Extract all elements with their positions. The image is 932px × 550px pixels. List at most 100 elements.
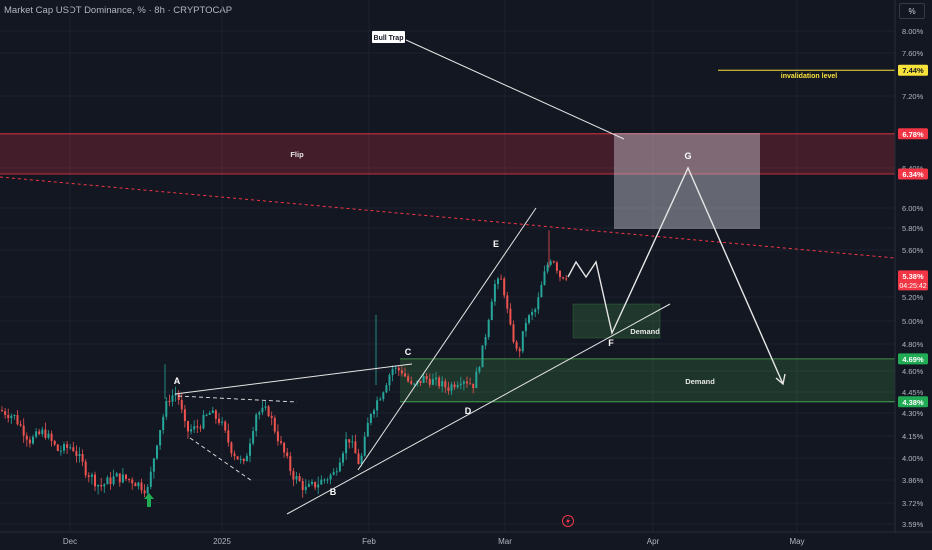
candle-body [518, 348, 521, 352]
candle-body [376, 400, 379, 411]
candle-body [224, 421, 227, 431]
candle [320, 475, 323, 485]
y-tick-label: 4.80% [902, 340, 924, 349]
candle-body [283, 442, 286, 453]
candle-body [345, 439, 348, 454]
candle-body [280, 441, 282, 443]
candle [143, 484, 146, 498]
price-tag-bg [898, 64, 928, 76]
candle-body [10, 415, 13, 419]
candle [221, 417, 224, 426]
y-tick-label: 5.00% [902, 317, 924, 326]
candle [450, 382, 453, 396]
y-tick-label: 3.59% [902, 520, 924, 529]
candle [252, 426, 255, 446]
candle [469, 377, 472, 385]
candle-body [360, 455, 363, 465]
candle-body [112, 476, 115, 485]
candle [366, 417, 369, 437]
candle-body [187, 421, 189, 432]
candle-body [252, 431, 255, 444]
candle [134, 481, 137, 487]
candle [410, 376, 413, 386]
demand-zone-label: Demand [685, 377, 715, 386]
candle [385, 383, 388, 394]
candle [81, 449, 84, 467]
candle-body [1, 410, 3, 412]
candle-body [35, 431, 38, 437]
x-tick-label: Dec [63, 537, 77, 546]
candle [211, 406, 214, 414]
candle-body [524, 322, 527, 332]
candle-body [410, 381, 413, 384]
dashed-trendline [0, 176, 896, 259]
candle [255, 412, 258, 437]
candle-body [549, 261, 552, 265]
percent-scale-button[interactable]: % [899, 3, 925, 19]
candle-body [332, 472, 335, 475]
candle [137, 481, 140, 490]
candle [555, 260, 558, 274]
wave-label-c: C [405, 347, 412, 357]
candle-body [174, 393, 177, 396]
candle-body [348, 439, 351, 443]
candle-body [307, 483, 310, 487]
candle-body [487, 319, 490, 338]
price-tag-value: 5.38% [902, 272, 924, 281]
candle [84, 459, 87, 479]
candle-body [140, 482, 143, 491]
candle [72, 441, 75, 453]
candle [276, 424, 279, 446]
wave-label-a: A [174, 376, 181, 386]
candle-body [193, 426, 196, 430]
candle-body [391, 368, 394, 376]
candle-body [481, 345, 484, 368]
candle-body [115, 473, 118, 477]
candle-body [16, 414, 19, 425]
candle-body [484, 337, 487, 346]
price-tag: 4.69% [898, 353, 928, 365]
candle-body [202, 414, 205, 429]
candle-body [438, 377, 441, 387]
candle-body [100, 485, 103, 487]
invalidation-label: invalidation level [781, 73, 837, 80]
candle-body [512, 324, 515, 342]
candle [199, 424, 202, 432]
candle-body [258, 412, 261, 415]
candle-body [156, 445, 158, 459]
candle [357, 448, 360, 465]
wedge-lower-dashed [189, 437, 253, 482]
channel-upper-line [357, 207, 537, 471]
candle [435, 372, 437, 386]
y-tick-label: 3.86% [902, 476, 924, 485]
candle-body [125, 474, 127, 479]
candle-body [382, 392, 385, 400]
candle-body [338, 462, 341, 472]
candle [546, 262, 549, 274]
candle [295, 471, 298, 484]
lightning-icon [562, 515, 574, 527]
candle [47, 430, 50, 440]
triangle-upper-line [174, 363, 413, 395]
y-tick-label: 4.45% [902, 388, 924, 397]
candle [258, 410, 261, 420]
candle [202, 410, 205, 430]
candle-body [497, 278, 499, 285]
candle-body [137, 482, 140, 487]
y-tick-label: 8.00% [902, 27, 924, 36]
candle [50, 430, 53, 447]
candle [53, 439, 56, 447]
candle [397, 365, 400, 376]
candle-body [323, 479, 326, 481]
candle [506, 291, 509, 314]
price-tag-bg [898, 396, 928, 408]
candle [428, 373, 431, 388]
candle-body [143, 490, 146, 494]
candle [131, 477, 134, 490]
price-tag: 4.38% [898, 396, 928, 408]
candle [75, 445, 78, 463]
small-demand-label: Demand [630, 327, 660, 336]
candle [236, 456, 239, 460]
